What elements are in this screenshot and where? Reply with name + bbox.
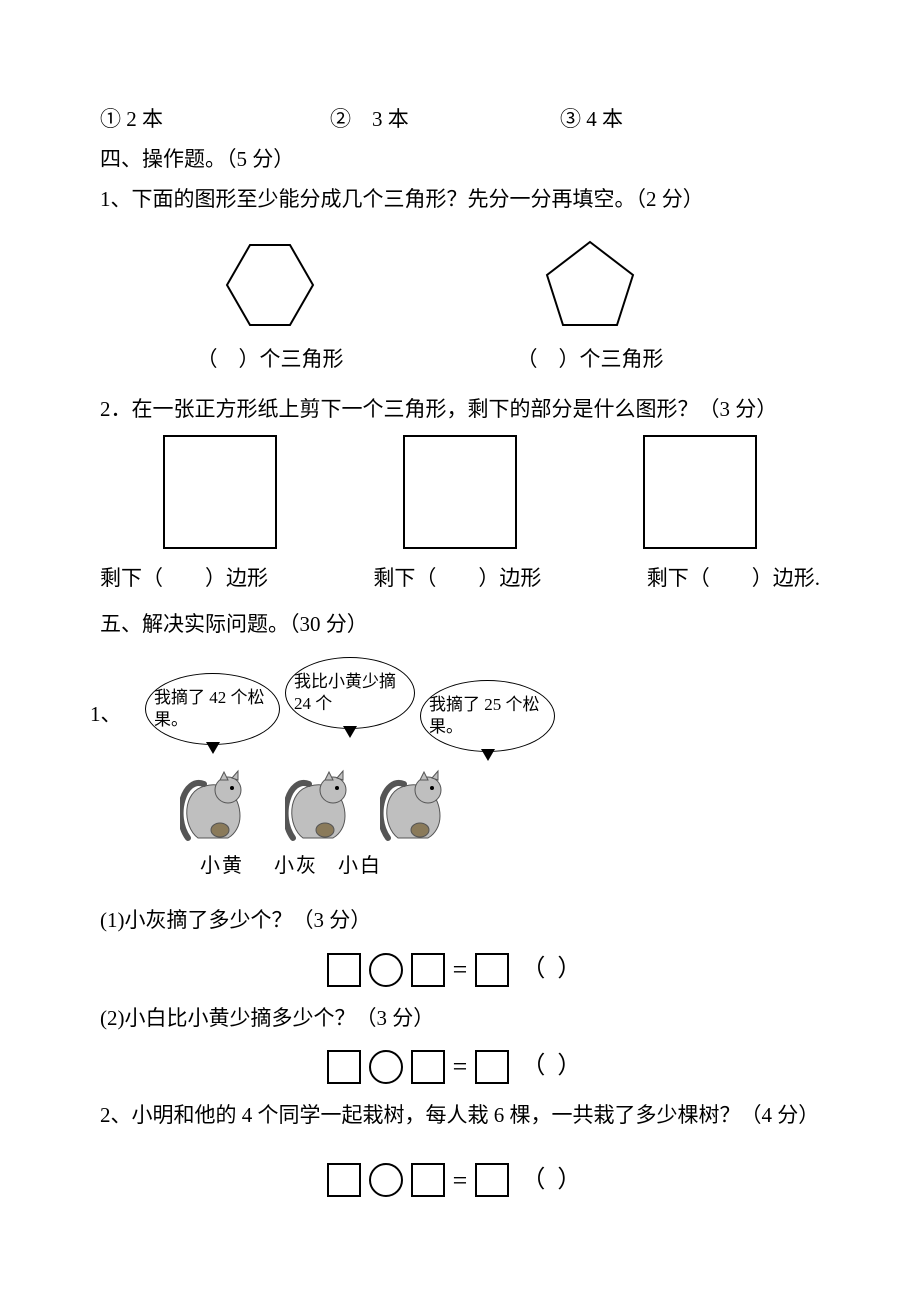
eq2-box1 — [327, 1050, 361, 1084]
q5-2-text: 2、小明和他的 4 个同学一起栽树，每人栽 6 棵，一共栽了多少棵树？（4 分） — [100, 1096, 820, 1136]
eq2-op — [369, 1050, 403, 1084]
q4-2-text: 2．在一张正方形纸上剪下一个三角形，剩下的部分是什么图形？（3 分） — [100, 390, 820, 430]
mc-options-row: ① 2 本 ② 3 本 ③ 4 本 — [100, 100, 820, 140]
q4-2-ans-2: 剩下（ ）边形 — [373, 559, 541, 599]
pentagon-col: （ ）个三角形 — [440, 230, 740, 380]
squirrel-names: 小黄 小灰 小白 — [200, 847, 382, 885]
equation-3: = （） — [100, 1156, 820, 1205]
eq1-op — [369, 953, 403, 987]
eq2-equals: = — [453, 1042, 468, 1091]
equation-2: = （） — [100, 1042, 820, 1091]
speech-bubble-1: 我摘了 42 个松果。 — [145, 673, 280, 745]
square-1 — [163, 435, 277, 549]
square-3 — [643, 435, 757, 549]
squirrel-3 — [380, 766, 460, 851]
speech-bubble-3: 我摘了 25 个松果。 — [420, 680, 555, 752]
hexagon-col: （ ）个三角形 — [100, 230, 440, 380]
squirrel-1 — [180, 766, 260, 851]
mc-option-2: ② 3 本 — [330, 100, 560, 140]
name-3: 小白 — [338, 847, 382, 885]
eq2-box3 — [475, 1050, 509, 1084]
eq2-unit: （） — [517, 1044, 593, 1090]
name-1: 小黄 — [200, 847, 244, 885]
pentagon-answer: （ ）个三角形 — [440, 340, 740, 380]
q5-1-number: 1、 — [90, 695, 122, 735]
speech-3-text: 我摘了 25 个松果。 — [429, 694, 546, 738]
squirrel-2 — [285, 766, 365, 851]
q4-2-answers: 剩下（ ）边形 剩下（ ）边形 剩下（ ）边形. — [100, 559, 820, 599]
eq3-op — [369, 1163, 403, 1197]
square-col-1 — [101, 435, 339, 549]
mc-option-3: ③ 4 本 — [560, 100, 790, 140]
shapes-row: （ ）个三角形 （ ）个三角形 — [100, 230, 820, 380]
eq1-box1 — [327, 953, 361, 987]
speech-bubble-2: 我比小黄少摘 24 个 — [285, 657, 415, 729]
eq2-box2 — [411, 1050, 445, 1084]
section-4-title: 四、操作题。（5 分） — [100, 140, 820, 180]
section-5-title: 五、解决实际问题。（30 分） — [100, 605, 820, 645]
eq3-equals: = — [453, 1156, 468, 1205]
eq3-box1 — [327, 1163, 361, 1197]
eq1-box3 — [475, 953, 509, 987]
squirrel-scene: 1、 我摘了 42 个松果。 我比小黄少摘 24 个 我摘了 25 个松果。 — [90, 655, 820, 885]
pentagon-shape — [535, 230, 645, 340]
eq3-box3 — [475, 1163, 509, 1197]
mc-option-1: ① 2 本 — [100, 100, 330, 140]
eq3-unit: （） — [517, 1158, 593, 1204]
hexagon-shape — [215, 230, 325, 340]
q4-2-ans-1: 剩下（ ）边形 — [100, 559, 268, 599]
q4-1-text: 1、下面的图形至少能分成几个三角形？先分一分再填空。（2 分） — [100, 180, 820, 220]
speech-2-text: 我比小黄少摘 24 个 — [294, 671, 406, 715]
q5-1-1-text: (1)小灰摘了多少个？（3 分） — [100, 901, 820, 941]
hexagon-answer: （ ）个三角形 — [100, 340, 440, 380]
eq1-box2 — [411, 953, 445, 987]
q5-1-2-text: (2)小白比小黄少摘多少个？（3 分） — [100, 999, 820, 1039]
square-col-2 — [341, 435, 579, 549]
square-2 — [403, 435, 517, 549]
square-col-3 — [581, 435, 819, 549]
name-2: 小灰 — [274, 847, 318, 885]
eq3-box2 — [411, 1163, 445, 1197]
eq1-unit: （） — [517, 947, 593, 993]
eq1-equals: = — [453, 945, 468, 994]
speech-1-text: 我摘了 42 个松果。 — [154, 687, 271, 731]
equation-1: = （） — [100, 945, 820, 994]
squares-row — [100, 435, 820, 549]
q4-2-ans-3: 剩下（ ）边形. — [647, 559, 820, 599]
